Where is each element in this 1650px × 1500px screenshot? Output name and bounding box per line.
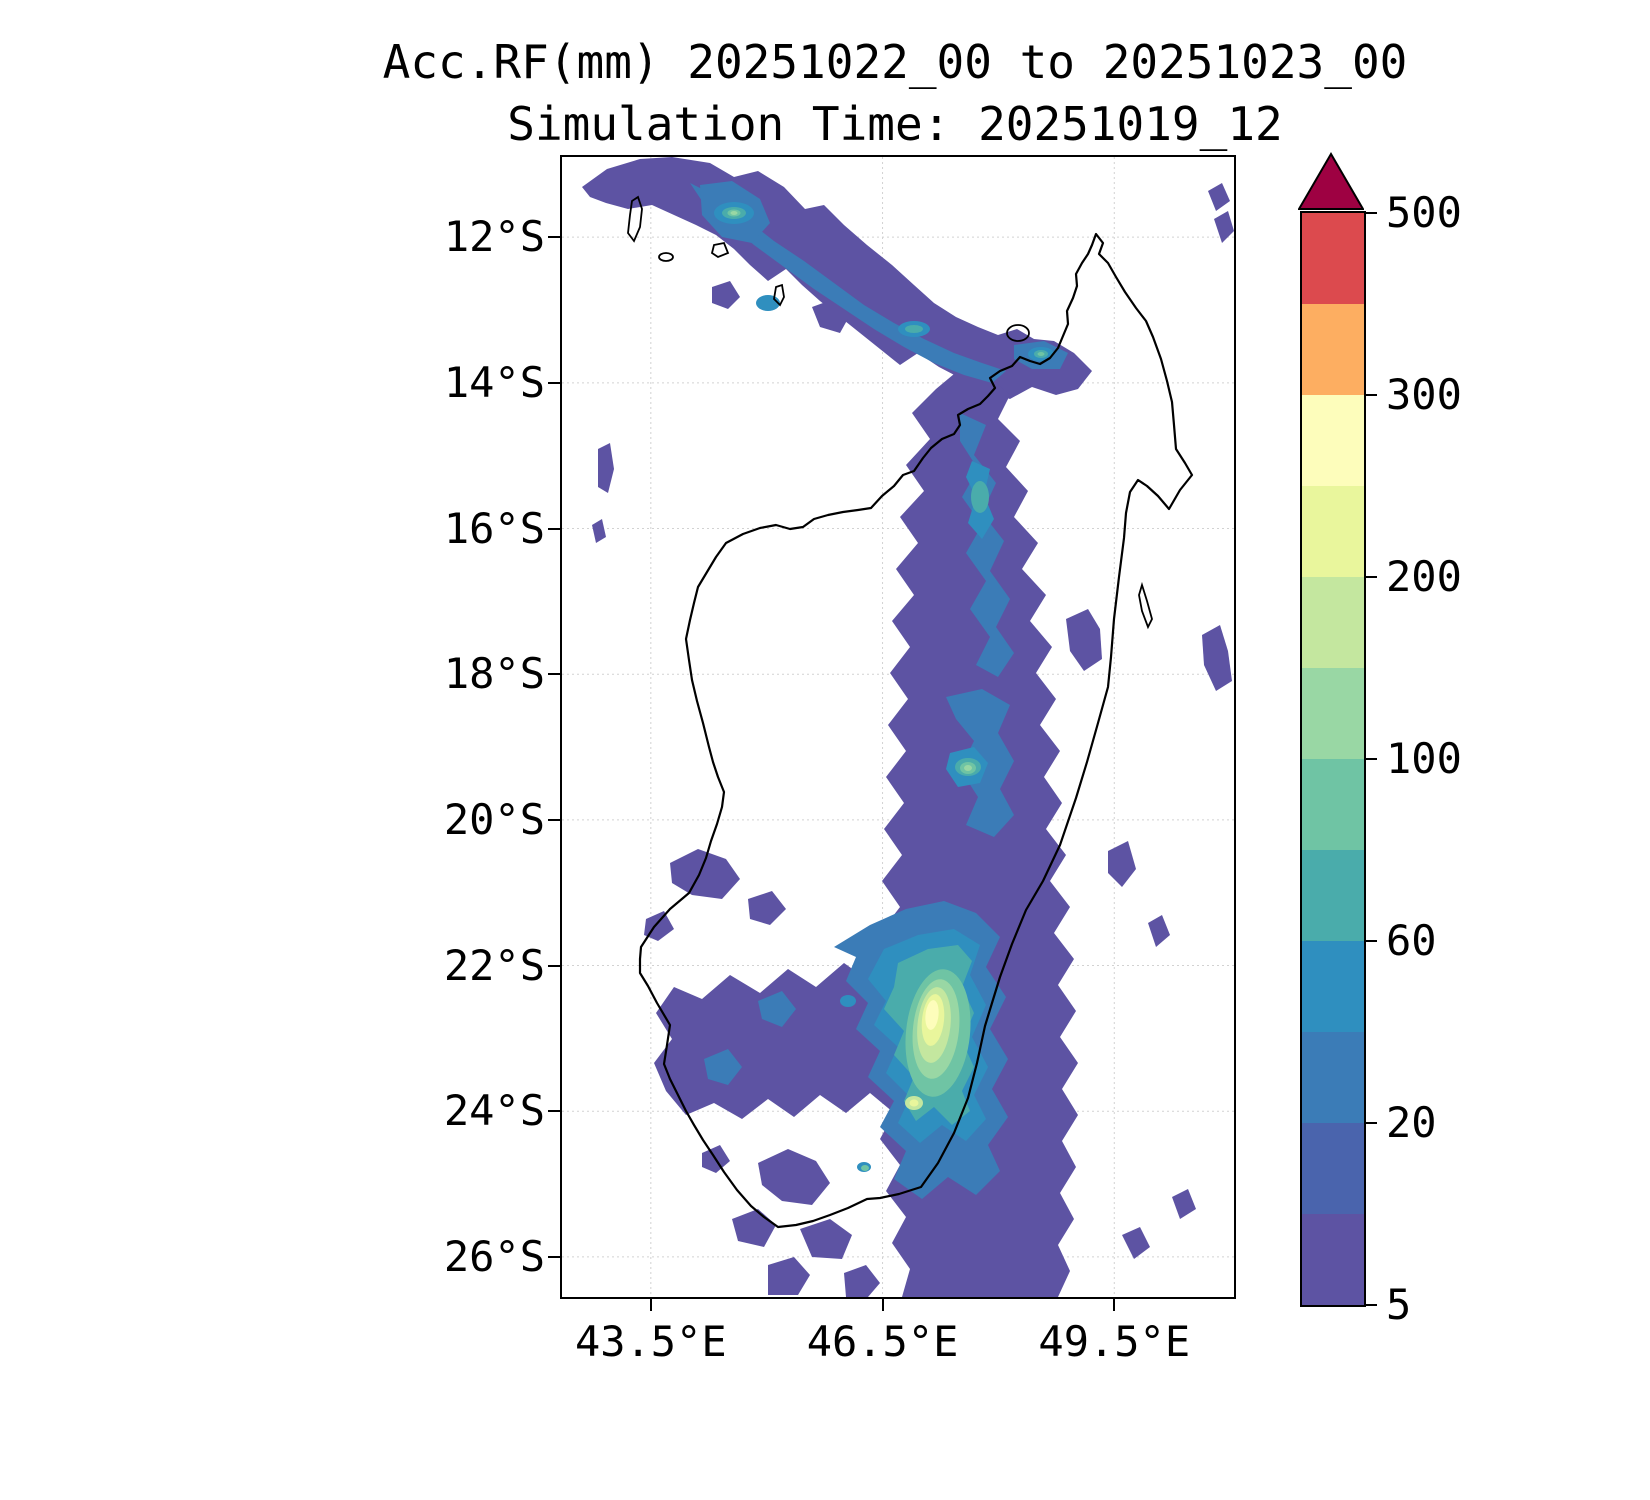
rain-contour	[1208, 183, 1230, 211]
colorbar-tick-label: 500	[1386, 188, 1462, 237]
colorbar-band	[1302, 213, 1364, 304]
rain-contour	[1122, 1227, 1150, 1259]
y-axis-tick-label: 18°S	[443, 649, 545, 699]
map-svg	[562, 157, 1234, 1297]
rain-contour	[964, 765, 972, 771]
colorbar-band	[1302, 940, 1364, 1032]
rain-contour	[732, 1209, 776, 1247]
y-tick-mark	[548, 818, 560, 821]
rain-contour	[704, 1049, 742, 1085]
colorbar-band	[1302, 576, 1364, 668]
rain-contour	[756, 295, 780, 311]
rain-contour	[1202, 625, 1232, 691]
rain-contour	[758, 1149, 830, 1205]
rain-contour	[758, 991, 796, 1027]
colorbar-tick-label: 5	[1386, 1280, 1412, 1329]
y-tick-mark	[548, 1255, 560, 1258]
colorbar-tick-label: 60	[1386, 916, 1437, 965]
colorbar-tick-label: 100	[1386, 734, 1462, 783]
colorbar-tick-mark	[1366, 758, 1377, 760]
rain-contour	[800, 1219, 852, 1259]
y-axis-tick-label: 14°S	[443, 357, 545, 407]
rain-contour	[861, 1165, 869, 1171]
rain-contour	[748, 891, 786, 925]
grande-comore-island-outline	[627, 195, 643, 243]
moheli-island-outline	[658, 252, 674, 262]
y-tick-mark	[548, 527, 560, 530]
x-tick-mark	[881, 1299, 884, 1311]
y-tick-mark	[548, 381, 560, 384]
rain-contour	[670, 849, 740, 899]
over-range-triangle	[1298, 152, 1364, 210]
colorbar-band	[1302, 1122, 1364, 1214]
rain-contour	[925, 1000, 939, 1030]
rain-contour	[712, 281, 740, 309]
colorbar-band	[1302, 394, 1364, 486]
y-tick-mark	[548, 673, 560, 676]
colorbar-tick-label: 20	[1386, 1098, 1437, 1147]
rain-contour	[598, 443, 614, 493]
colorbar-tick-mark	[1366, 576, 1377, 578]
chart-subtitle: Simulation Time: 20251019_12	[507, 97, 1283, 151]
rain-contour	[1214, 211, 1234, 243]
rain-contour	[905, 325, 923, 333]
rain-contour	[840, 995, 856, 1007]
sainte-marie-island-outline	[1138, 581, 1153, 630]
y-axis-tick-label: 20°S	[443, 794, 545, 844]
y-axis-tick-label: 22°S	[443, 940, 545, 990]
colorbar-tick-mark	[1366, 394, 1377, 396]
rain-contour	[768, 1257, 810, 1295]
colorbar-tick-mark	[1366, 1122, 1377, 1124]
y-tick-mark	[548, 964, 560, 967]
rain-contour	[730, 211, 738, 215]
rain-contour	[1066, 609, 1102, 671]
colorbar-band	[1302, 758, 1364, 850]
x-axis-tick-label: 49.5°E	[1038, 1317, 1191, 1366]
colorbar-tick-label: 200	[1386, 552, 1462, 601]
colorbar-tick-mark	[1366, 940, 1377, 942]
colorbar-extend-triangle	[1298, 152, 1364, 210]
rain-contour	[592, 519, 606, 543]
rain-contour	[1108, 841, 1136, 887]
colorbar-tick-mark	[1366, 212, 1377, 214]
colorbar-band	[1302, 1031, 1364, 1123]
x-axis-tick-label: 43.5°E	[574, 1317, 727, 1366]
y-axis-tick-label: 26°S	[443, 1231, 545, 1281]
colorbar	[1300, 211, 1366, 1307]
colorbar-band	[1302, 485, 1364, 577]
colorbar-band	[1302, 1213, 1364, 1305]
colorbar-bands	[1302, 213, 1364, 1305]
y-tick-mark	[548, 236, 560, 239]
rain-contour	[1037, 352, 1045, 356]
x-tick-mark	[1113, 1299, 1116, 1311]
y-axis-tick-label: 12°S	[443, 212, 545, 262]
rain-contour	[1172, 1189, 1196, 1219]
colorbar-tick-mark	[1366, 1304, 1377, 1306]
y-tick-mark	[548, 1110, 560, 1113]
rain-contour	[909, 1099, 919, 1107]
x-tick-mark	[649, 1299, 652, 1311]
rain-contour	[644, 911, 674, 941]
anjouan-island-outline	[710, 241, 730, 259]
rain-contour	[1148, 915, 1170, 947]
rain-contour	[844, 1265, 880, 1297]
y-axis-tick-label: 24°S	[443, 1086, 545, 1136]
chart-title: Acc.RF(mm) 20251022_00 to 20251023_00	[382, 35, 1408, 89]
colorbar-band	[1302, 667, 1364, 759]
rain-contour	[971, 481, 989, 513]
y-axis-tick-label: 16°S	[443, 503, 545, 553]
rain-contour	[812, 299, 850, 333]
madagascar-coastline	[638, 232, 1194, 1229]
map-plot-area	[560, 155, 1236, 1299]
coastline-layer	[627, 195, 1194, 1229]
nosy-be-island-outline	[1006, 324, 1030, 342]
x-axis-tick-label: 46.5°E	[806, 1317, 959, 1366]
colorbar-band	[1302, 849, 1364, 941]
mayotte-island-outline	[773, 283, 785, 307]
colorbar-band	[1302, 303, 1364, 395]
rain-level-250mm	[925, 1000, 939, 1030]
colorbar-tick-label: 300	[1386, 370, 1462, 419]
